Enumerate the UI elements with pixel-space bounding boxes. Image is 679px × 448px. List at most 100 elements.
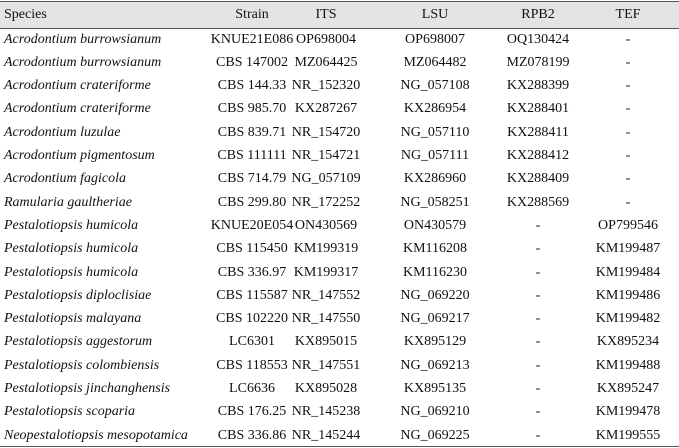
table-cell: OQ130424 (506, 31, 570, 47)
table-cell: KX895234 (596, 334, 660, 350)
table-cell: NR_154721 (291, 148, 361, 163)
table-cell: NG_057110 (400, 124, 470, 140)
species-cell: Acrodontium burrowsianum (4, 31, 162, 47)
species-cell: Ramularia gaultheriae (4, 194, 132, 210)
table-cell: KM199317 (293, 264, 359, 280)
table-cell: CBS 299.80 (217, 194, 287, 210)
table-cell: CBS 336.86 (217, 427, 287, 443)
header-cell: Strain (235, 7, 269, 22)
species-cell: Acrodontium crateriforme (4, 78, 151, 94)
bottom-rule (0, 446, 679, 447)
table-cell: KX286954 (403, 101, 467, 117)
table-cell: NG_069210 (400, 404, 470, 420)
table-cell: KX288412 (506, 148, 570, 163)
species-cell: Acrodontium pigmentosum (4, 148, 155, 163)
species-cell: Neopestalotiopsis mesopotamica (4, 427, 188, 443)
table-cell: - (535, 287, 541, 303)
table-cell: KM199319 (293, 241, 359, 257)
table-cell: NR_147550 (291, 311, 361, 327)
table-cell: - (535, 217, 541, 233)
table-cell: KM116230 (402, 264, 468, 280)
table-cell: OP799546 (598, 217, 658, 233)
table-cell: NG_057109 (291, 171, 361, 187)
table-cell: CBS 144.33 (217, 78, 287, 94)
table-cell: - (625, 101, 631, 117)
table-cell: - (625, 194, 631, 210)
table-cell: NR_147551 (291, 357, 361, 373)
table-cell: NR_145244 (291, 427, 361, 443)
table-cell: MZ078199 (506, 54, 570, 70)
species-cell: Acrodontium burrowsianum (4, 54, 162, 70)
table-cell: CBS 111111 (217, 148, 287, 163)
species-cell: Pestalotiopsis colombiensis (4, 357, 160, 373)
table-cell: - (535, 311, 541, 327)
table-cell: KM199478 (595, 404, 661, 420)
table-cell: NR_152320 (291, 78, 361, 94)
table-cell: KM199487 (595, 241, 661, 257)
table-cell: NG_058251 (400, 194, 470, 210)
table-cell: - (625, 148, 631, 163)
table-cell: LC6301 (229, 334, 275, 350)
table-cell: - (535, 264, 541, 280)
table-cell: - (625, 171, 631, 187)
table-cell: NR_145238 (291, 404, 361, 420)
table-cell: NR_147552 (291, 287, 361, 303)
table-cell: KM199482 (595, 311, 661, 327)
header-cell: ITS (315, 7, 337, 22)
species-cell: Pestalotiopsis aggestorum (4, 334, 153, 350)
table-cell: LC6636 (229, 381, 275, 396)
table-cell: KX288409 (506, 171, 570, 187)
species-cell: Pestalotiopsis diploclisiae (4, 287, 152, 303)
species-cell: Pestalotiopsis jinchanghensis (4, 381, 171, 396)
table-cell: KX288399 (506, 78, 570, 94)
table-cell: - (535, 241, 541, 257)
table-cell: KM199484 (595, 264, 661, 280)
table-cell: - (535, 381, 541, 396)
header-cell: Species (4, 7, 47, 22)
table-cell: NG_069220 (400, 287, 470, 303)
table-cell: ON430579 (403, 217, 467, 233)
table-cell: NR_154720 (291, 124, 361, 140)
table-cell: - (535, 357, 541, 373)
table-cell: CBS 839.71 (217, 124, 287, 140)
table-cell: NR_172252 (291, 194, 361, 210)
table-cell: KM116208 (402, 241, 468, 257)
table-cell: CBS 102220 (216, 311, 288, 327)
table-cell: KX287267 (294, 101, 358, 117)
table-cell: - (625, 124, 631, 140)
table-cell: CBS 336.97 (217, 264, 287, 280)
table-cell: MZ064425 (294, 54, 358, 70)
table-cell: - (535, 334, 541, 350)
species-cell: Pestalotiopsis scoparia (4, 404, 136, 420)
header-cell: LSU (421, 7, 449, 22)
header-band (0, 1, 679, 29)
table-cell: KX895015 (294, 334, 358, 350)
table-cell: KNUE20E054 (210, 217, 294, 233)
table-cell: CBS 118553 (216, 357, 288, 373)
table-cell: ON430569 (294, 217, 358, 233)
table-cell: CBS 985.70 (217, 101, 287, 117)
table-cell: - (625, 78, 631, 94)
species-cell: Pestalotiopsis humicola (4, 241, 139, 257)
table-cell: KM199486 (595, 287, 661, 303)
table-cell: CBS 714.79 (217, 171, 287, 187)
table-cell: MZ064482 (403, 54, 467, 70)
table-cell: KNUE21E086 (210, 31, 294, 47)
table-cell: KM199488 (595, 357, 661, 373)
table-cell: KX286960 (403, 171, 467, 187)
species-cell: Acrodontium luzulae (4, 124, 121, 140)
table-cell: - (625, 31, 631, 47)
table-cell: NG_057111 (400, 148, 470, 163)
species-cell: Pestalotiopsis humicola (4, 264, 139, 280)
table-cell: CBS 176.25 (217, 404, 287, 420)
species-cell: Acrodontium crateriforme (4, 101, 151, 117)
table-cell: CBS 115587 (216, 287, 288, 303)
header-cell: TEF (615, 7, 641, 22)
table-cell: KX895129 (403, 334, 467, 350)
table-cell: NG_069225 (400, 427, 470, 443)
table-cell: KX895247 (596, 381, 660, 396)
table-cell: NG_057108 (400, 78, 470, 94)
species-cell: Pestalotiopsis malayana (4, 311, 142, 327)
table-cell: OP698007 (405, 31, 465, 47)
